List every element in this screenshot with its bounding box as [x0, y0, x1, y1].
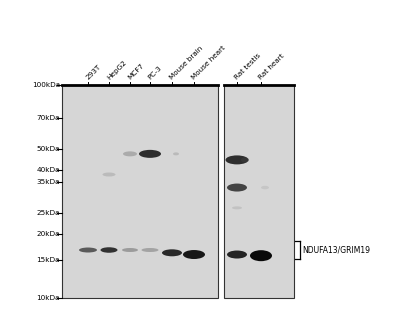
- Ellipse shape: [79, 247, 97, 252]
- Text: Mouse brain: Mouse brain: [169, 46, 204, 81]
- Text: 100kDa: 100kDa: [32, 82, 60, 88]
- Text: 15kDa: 15kDa: [36, 257, 60, 264]
- Text: 35kDa: 35kDa: [36, 179, 60, 185]
- Ellipse shape: [122, 248, 138, 252]
- Ellipse shape: [139, 150, 161, 158]
- Ellipse shape: [232, 206, 242, 209]
- Text: 25kDa: 25kDa: [36, 210, 60, 216]
- Text: 10kDa: 10kDa: [36, 295, 60, 301]
- Ellipse shape: [100, 247, 118, 253]
- Text: PC-3: PC-3: [147, 65, 163, 81]
- Text: 50kDa: 50kDa: [36, 146, 60, 152]
- Bar: [224, 85, 294, 298]
- Text: 293T: 293T: [85, 64, 102, 81]
- Text: 70kDa: 70kDa: [36, 115, 60, 121]
- Text: HepG2: HepG2: [106, 59, 128, 81]
- Text: 40kDa: 40kDa: [36, 167, 60, 173]
- Ellipse shape: [227, 251, 247, 259]
- Ellipse shape: [142, 248, 158, 252]
- Text: Mouse heart: Mouse heart: [191, 45, 227, 81]
- Ellipse shape: [102, 173, 116, 177]
- Ellipse shape: [173, 152, 179, 155]
- Ellipse shape: [162, 249, 182, 256]
- Ellipse shape: [250, 250, 272, 261]
- Text: MCF7: MCF7: [127, 63, 145, 81]
- Text: 20kDa: 20kDa: [36, 231, 60, 237]
- Ellipse shape: [183, 250, 205, 259]
- Ellipse shape: [226, 155, 248, 164]
- Bar: [62, 85, 218, 298]
- Text: Rat heart: Rat heart: [258, 53, 286, 81]
- Ellipse shape: [123, 151, 137, 156]
- Ellipse shape: [227, 183, 247, 192]
- Ellipse shape: [261, 186, 269, 189]
- Ellipse shape: [241, 157, 249, 163]
- Text: Rat testis: Rat testis: [234, 53, 262, 81]
- Text: NDUFA13/GRIM19: NDUFA13/GRIM19: [302, 246, 370, 255]
